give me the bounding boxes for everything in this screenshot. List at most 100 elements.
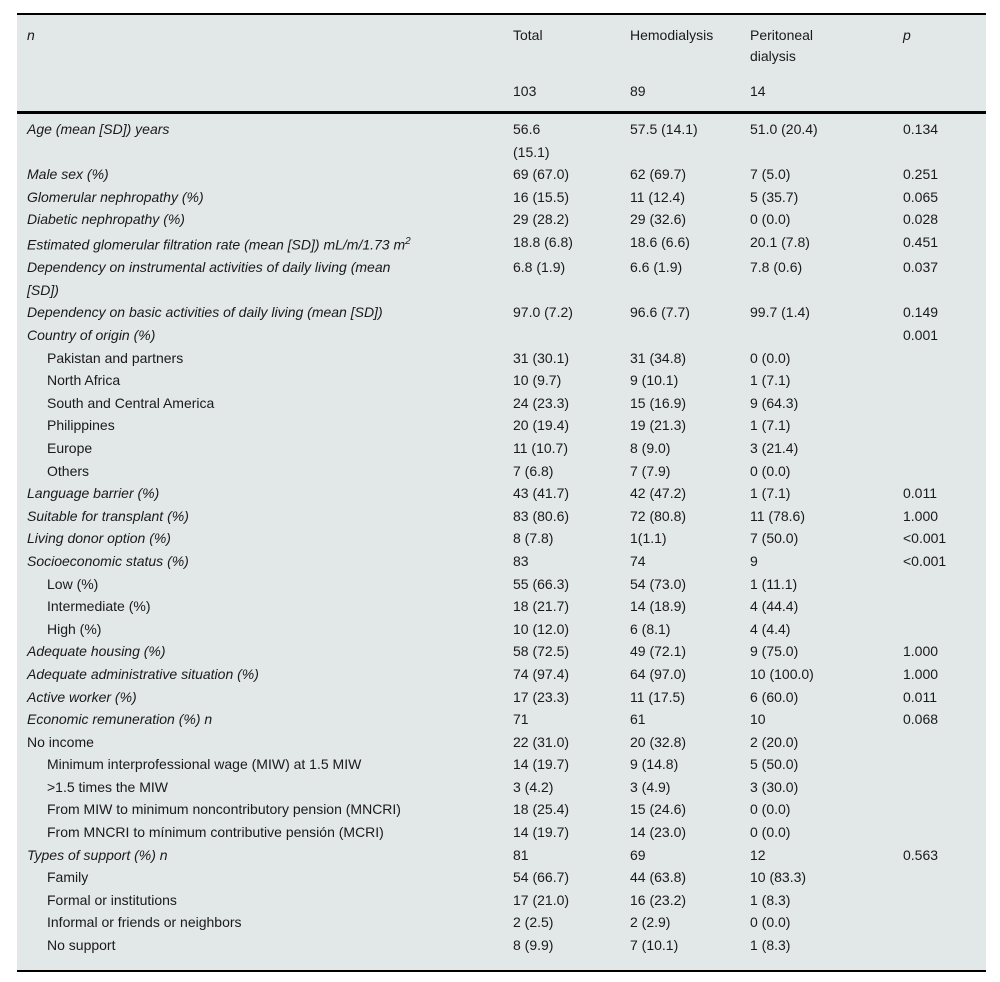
table-row: From MNCRI to mínimum contributive pensi… — [17, 821, 986, 844]
table-row: Diabetic nephropathy (%) 29 (28.2) 29 (3… — [17, 208, 986, 231]
cell-p-value — [903, 414, 986, 437]
row-label: Age (mean [SD]) years — [27, 121, 170, 137]
cell-hemodialysis: 6 (8.1) — [630, 620, 671, 637]
column-header-peritoneal-dialysis: Peritoneal dialysis — [750, 15, 903, 67]
cell-total: 22 (31.0) — [513, 733, 570, 750]
cell-peritoneal-dialysis — [750, 324, 903, 347]
cell-peritoneal-dialysis: 5 (50.0) — [750, 756, 799, 773]
cell-total: 58 (72.5) — [513, 643, 570, 660]
cell-total: 18 (21.7) — [513, 598, 570, 615]
cell-hemodialysis: 64 (97.0) — [630, 665, 687, 682]
cell-total: 24 (23.3) — [513, 394, 570, 411]
cell-peritoneal-dialysis: 9 (75.0) — [750, 643, 799, 660]
cell-hemodialysis: 6.6 (1.9) — [630, 259, 683, 276]
cell-hemodialysis: 69 — [630, 846, 646, 863]
cell-total: 31 (30.1) — [513, 349, 570, 366]
cell-p-value — [903, 347, 986, 370]
cell-total: 11 (10.7) — [513, 439, 568, 456]
table-row: Age (mean [SD]) years 56.6 (15.1) 57.5 (… — [17, 113, 986, 164]
cell-peritoneal-dialysis: 12 — [750, 846, 766, 863]
cell-hemodialysis — [630, 324, 750, 347]
row-label: Dependency on basic activities of daily … — [27, 304, 383, 321]
cell-peritoneal-dialysis: 1 (7.1) — [750, 485, 791, 502]
cell-hemodialysis: 9 (14.8) — [630, 756, 679, 773]
cell-hemodialysis: 7 (7.9) — [630, 462, 671, 479]
cell-p-value — [903, 753, 986, 776]
row-label: No support — [47, 937, 116, 954]
cell-hemodialysis: 9 (10.1) — [630, 372, 679, 389]
row-label: Adequate housing (%) — [27, 643, 166, 660]
cell-total: 3 (4.2) — [513, 778, 554, 795]
cell-p-value: 0.251 — [903, 166, 939, 183]
cell-p-value — [903, 437, 986, 460]
count-total: 103 — [513, 67, 630, 114]
table-row: Philippines 20 (19.4) 19 (21.3) 1 (7.1) — [17, 414, 986, 437]
cell-peritoneal-dialysis: 4 (44.4) — [750, 598, 799, 615]
count-label-spacer — [17, 67, 513, 114]
cell-hemodialysis: 42 (47.2) — [630, 485, 687, 502]
row-label: Language barrier (%) — [27, 485, 160, 502]
cell-hemodialysis: 11 (17.5) — [630, 688, 685, 705]
cell-peritoneal-dialysis: 10 (83.3) — [750, 869, 807, 886]
cell-peritoneal-dialysis: 1 (7.1) — [750, 417, 791, 434]
cell-total: 8 (9.9) — [513, 937, 554, 954]
cell-peritoneal-dialysis: 51.0 (20.4) — [750, 121, 818, 137]
row-label: Pakistan and partners — [47, 349, 184, 366]
cell-total: 55 (66.3) — [513, 575, 570, 592]
cell-total: 8 (7.8) — [513, 530, 554, 547]
table-row: Adequate administrative situation (%) 74… — [17, 663, 986, 686]
cell-hemodialysis: 15 (16.9) — [630, 394, 687, 411]
cell-p-value: 1.000 — [903, 643, 939, 660]
row-label: Estimated glomerular filtration rate (me… — [27, 235, 411, 253]
row-label: Intermediate (%) — [47, 598, 151, 615]
cell-total: 81 — [513, 846, 529, 863]
cell-total: 54 (66.7) — [513, 869, 570, 886]
cell-peritoneal-dialysis: 1 (11.1) — [750, 575, 798, 592]
row-label: Suitable for transplant (%) — [27, 507, 189, 524]
cell-total: 43 (41.7) — [513, 485, 570, 502]
table-row: Glomerular nephropathy (%) 16 (15.5) 11 … — [17, 186, 986, 209]
cell-hemodialysis: 8 (9.0) — [630, 439, 671, 456]
row-label: South and Central America — [47, 394, 215, 411]
cell-p-value: 0.011 — [903, 688, 937, 705]
cell-hemodialysis: 29 (32.6) — [630, 211, 687, 228]
cell-p-value: <0.001 — [903, 530, 947, 547]
row-label: Formal or institutions — [47, 891, 177, 908]
cell-hemodialysis: 62 (69.7) — [630, 166, 687, 183]
cell-p-value — [903, 618, 986, 641]
cell-hemodialysis: 57.5 (14.1) — [630, 121, 698, 137]
cell-total: 20 (19.4) — [513, 417, 570, 434]
cell-peritoneal-dialysis: 9 (64.3) — [750, 394, 799, 411]
cell-peritoneal-dialysis: 4 (4.4) — [750, 620, 791, 637]
cell-peritoneal-dialysis: 1 (7.1) — [750, 372, 791, 389]
column-header-hemodialysis: Hemodialysis — [630, 27, 714, 43]
cell-p-value: 0.068 — [903, 711, 939, 728]
cell-p-value: <0.001 — [903, 552, 947, 569]
cell-p-value: 1.000 — [903, 665, 939, 682]
cell-total — [513, 324, 630, 347]
data-table: n Total Hemodialysis Peritoneal dialysis… — [17, 15, 986, 970]
table-row: Types of support (%) n 81 69 12 0.563 — [17, 844, 986, 867]
table-row: Living donor option (%) 8 (7.8) 1(1.1) 7… — [17, 527, 986, 550]
cell-peritoneal-dialysis: 20.1 (7.8) — [750, 233, 810, 250]
table-row: From MIW to minimum noncontributory pens… — [17, 798, 986, 821]
row-label: Philippines — [47, 417, 115, 434]
cell-p-value: 0.065 — [903, 188, 939, 205]
cell-peritoneal-dialysis: 99.7 (1.4) — [750, 304, 810, 321]
cell-p-value: 0.451 — [903, 233, 939, 250]
cell-p-value: 0.011 — [903, 485, 937, 502]
cell-peritoneal-dialysis: 2 (20.0) — [750, 733, 799, 750]
cell-p-value — [903, 595, 986, 618]
table-row: Dependency on basic activities of daily … — [17, 301, 986, 324]
table-row: No support 8 (9.9) 7 (10.1) 1 (8.3) — [17, 934, 986, 970]
cell-total: 83 — [513, 552, 529, 569]
cell-p-value — [903, 911, 986, 934]
cell-total: 10 (9.7) — [513, 372, 562, 389]
cell-total: 71 — [513, 711, 529, 728]
row-label: Living donor option (%) — [27, 530, 171, 547]
row-label: North Africa — [47, 372, 121, 389]
cell-hemodialysis: 49 (72.1) — [630, 643, 687, 660]
cell-peritoneal-dialysis: 0 (0.0) — [750, 462, 791, 479]
cell-p-value: 1.000 — [903, 507, 939, 524]
row-label: Glomerular nephropathy (%) — [27, 188, 204, 205]
